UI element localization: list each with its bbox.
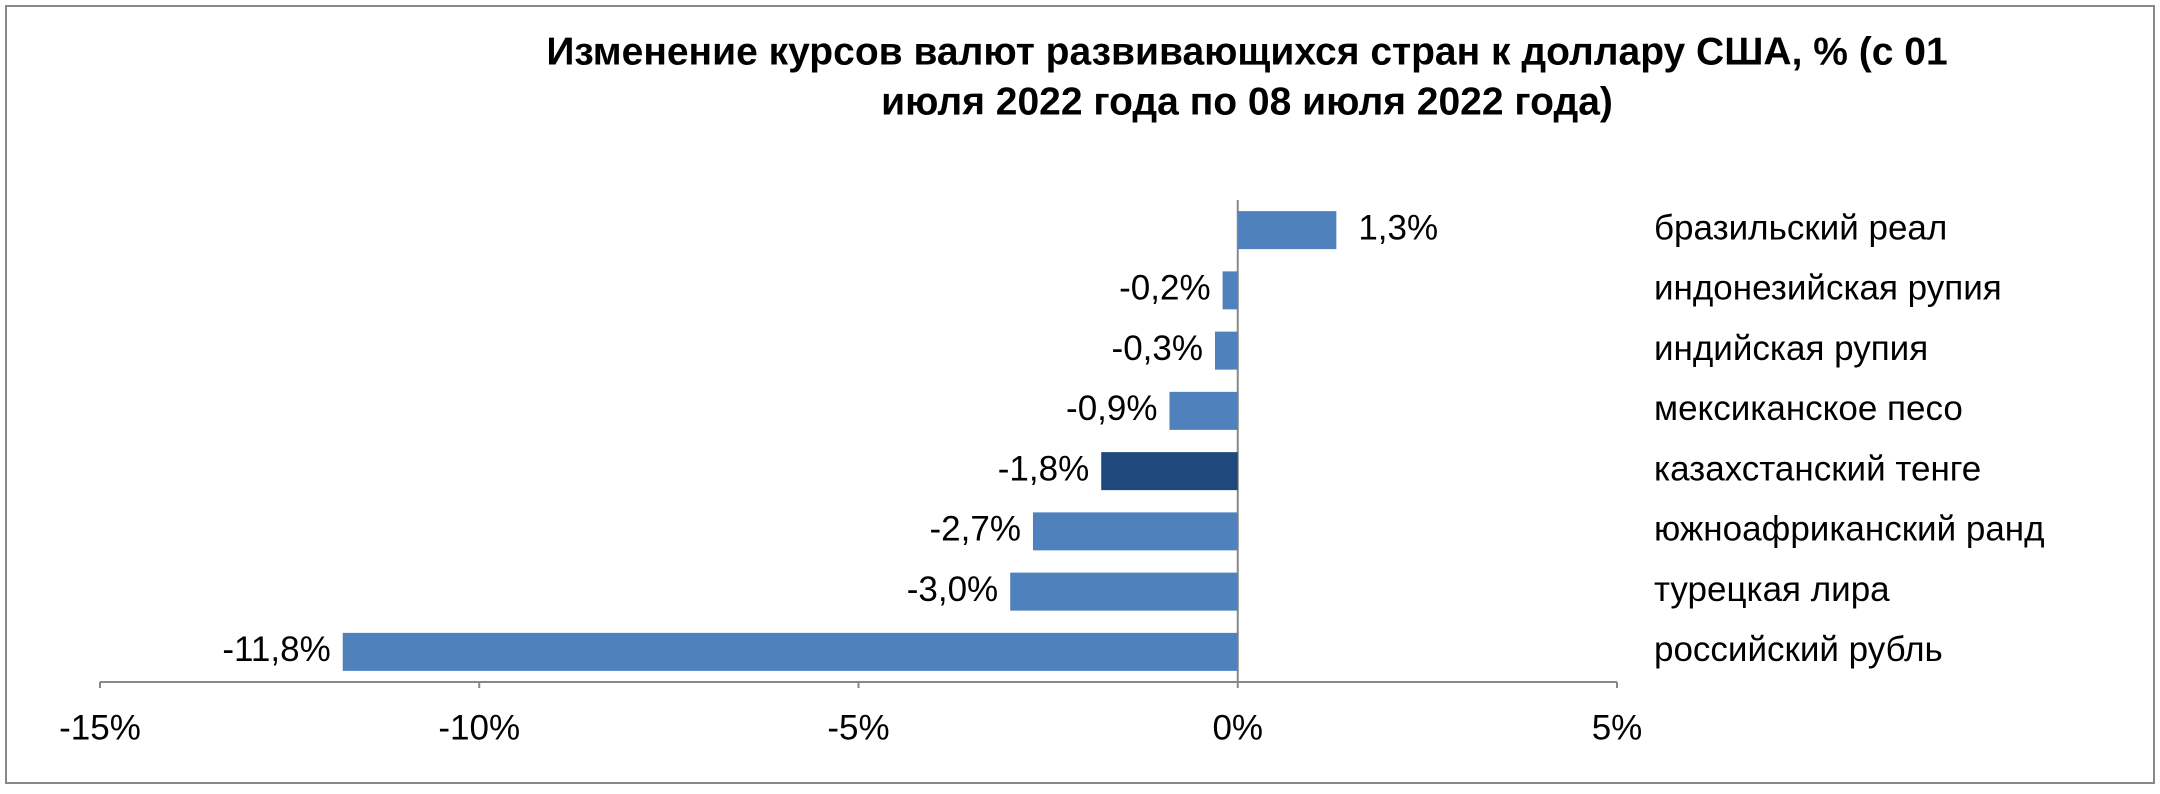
bar <box>1010 572 1238 611</box>
category-label: российский рубль <box>1654 630 1943 669</box>
x-tick-label: 0% <box>1212 708 1263 747</box>
category-label: индонезийская рупия <box>1654 269 2002 308</box>
data-label: 1,3% <box>1358 208 1438 247</box>
bar <box>1222 271 1238 310</box>
category-label: турецкая лира <box>1654 570 1890 609</box>
x-tick-label: -10% <box>438 708 520 747</box>
bar <box>1169 391 1238 430</box>
category-label: индийская рупия <box>1654 329 1928 368</box>
data-label: -0,3% <box>1112 329 1203 368</box>
category-label: мексиканское песо <box>1654 389 1963 428</box>
category-label: южноафриканский ранд <box>1654 510 2045 549</box>
data-label: -3,0% <box>907 570 998 609</box>
data-label: -0,9% <box>1066 389 1157 428</box>
chart-title: Изменение курсов валют развивающихся стр… <box>546 30 1947 73</box>
category-label: бразильский реал <box>1654 208 1947 247</box>
category-label: казахстанский тенге <box>1654 449 1981 488</box>
bar <box>342 632 1238 671</box>
bar <box>1032 512 1238 551</box>
data-label: -2,7% <box>930 510 1021 549</box>
x-tick-label: 5% <box>1592 708 1643 747</box>
data-label: -1,8% <box>998 449 1089 488</box>
bar <box>1214 331 1238 370</box>
x-tick-label: -15% <box>59 708 141 747</box>
chart-title: июля 2022 года по 08 июля 2022 года) <box>881 80 1613 123</box>
data-label: -0,2% <box>1119 269 1210 308</box>
bar <box>1101 452 1238 491</box>
bar <box>1237 211 1337 250</box>
x-tick-label: -5% <box>827 708 889 747</box>
data-label: -11,8% <box>222 630 330 669</box>
